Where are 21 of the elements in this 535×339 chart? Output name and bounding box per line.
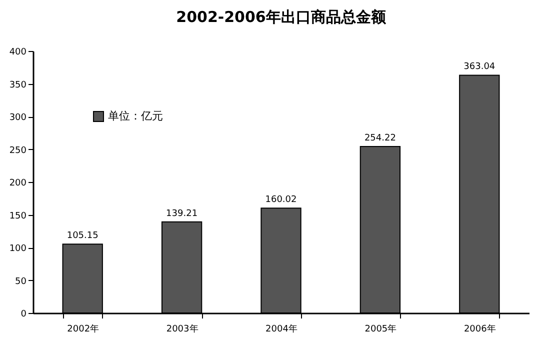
x-tick-label: 2003年 [166, 324, 198, 334]
data-label: 139.21 [166, 208, 198, 219]
x-tick-label: 2002年 [67, 324, 100, 334]
x-tick-label: 2004年 [266, 324, 298, 334]
y-tick-label: 0 [20, 310, 27, 320]
y-tick-label: 100 [9, 244, 27, 254]
data-label: 105.15 [66, 231, 98, 242]
y-tick-label: 50 [15, 276, 27, 287]
data-label: 363.04 [464, 62, 496, 72]
data-label: 254.22 [364, 133, 396, 144]
y-tick-label: 400 [9, 48, 27, 58]
data-label: 160.02 [265, 195, 297, 206]
y-tick-label: 300 [9, 113, 27, 123]
y-tick-label: 350 [9, 80, 27, 90]
y-tick-label: 250 [9, 146, 27, 156]
legend-label: 单位：亿元 [108, 110, 163, 122]
y-tick-label: 200 [9, 178, 27, 188]
x-tick-label: 2006年 [464, 324, 496, 334]
y-tick-label: 150 [9, 211, 27, 222]
chart-title: 2002-2006年出口商品总金额 [176, 8, 387, 26]
x-tick-label: 2005年 [364, 324, 397, 334]
